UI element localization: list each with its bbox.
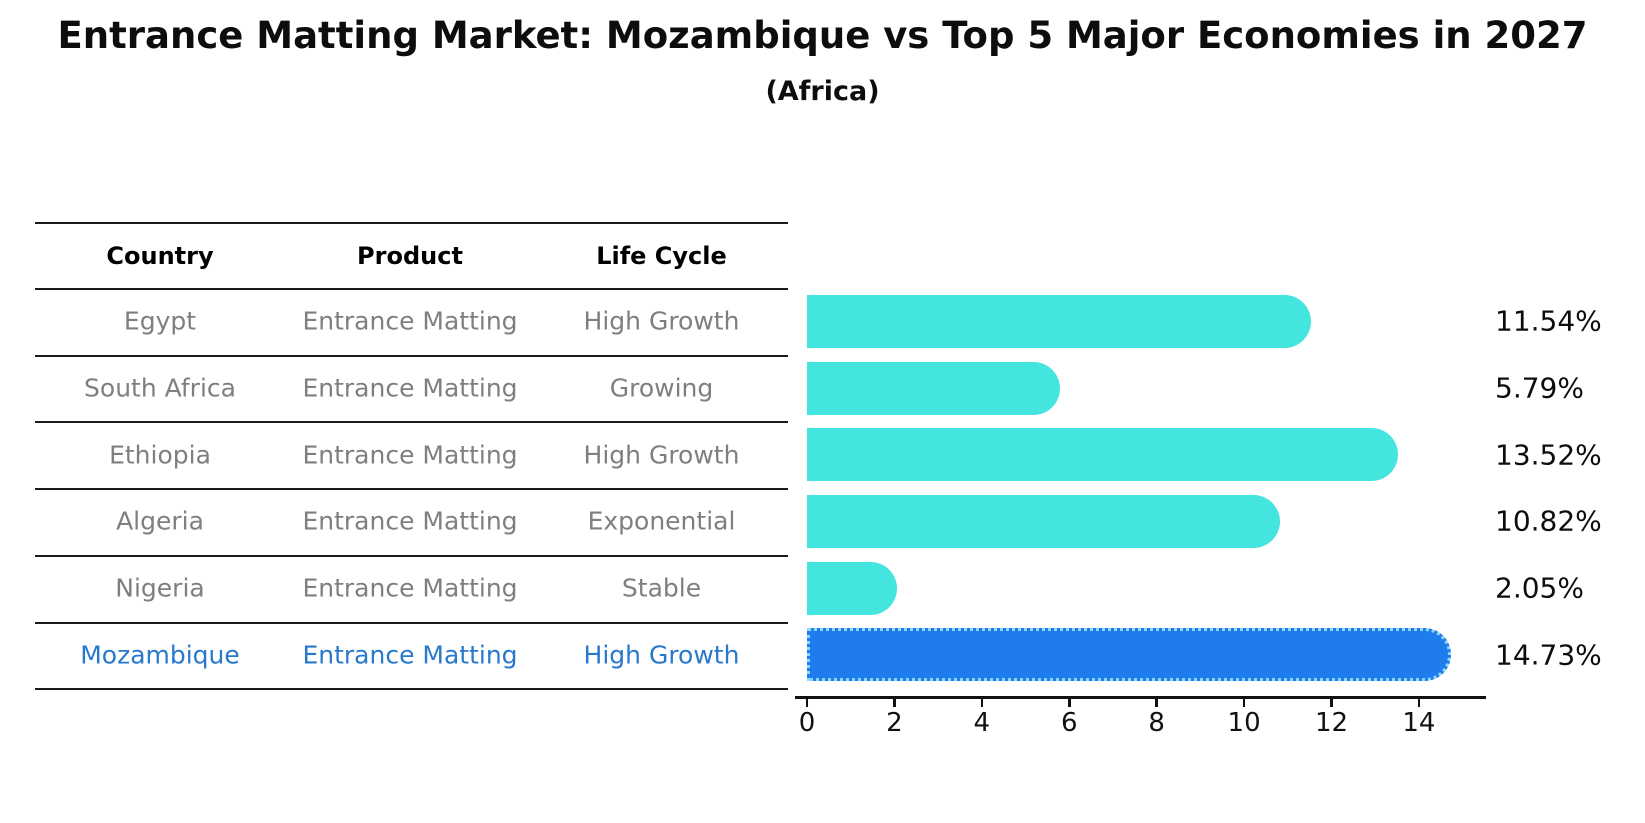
bar (807, 294, 1312, 348)
cell-country: Algeria (116, 506, 204, 536)
bar-value-label: 5.79% (1495, 371, 1584, 405)
table-header-life-cycle: Life Cycle (596, 242, 727, 270)
x-axis-tick (1068, 696, 1071, 707)
cell-product: Entrance Matting (302, 506, 518, 536)
cell-product: Entrance Matting (302, 640, 518, 670)
x-axis-tick-label: 10 (1227, 708, 1261, 738)
table-header-line (35, 288, 788, 290)
table-row-line (35, 688, 788, 691)
x-axis-tick (893, 696, 896, 707)
bar-value-label: 14.73% (1495, 638, 1602, 672)
cell-product: Entrance Matting (302, 573, 518, 603)
cell-life-cycle: High Growth (583, 640, 740, 670)
chart-subtitle: (Africa) (765, 76, 880, 107)
cell-country: Nigeria (115, 573, 205, 603)
table-row-line (35, 488, 788, 491)
cell-country: Ethiopia (109, 440, 211, 470)
cell-product: Entrance Matting (302, 440, 518, 470)
table-header-product: Product (357, 242, 463, 270)
x-axis-tick (980, 696, 984, 707)
x-axis-tick-label: 2 (886, 708, 903, 738)
bar (807, 361, 1061, 415)
x-axis-tick-label: 14 (1402, 708, 1436, 738)
cell-life-cycle: Exponential (587, 506, 736, 536)
bar-value-label: 11.54% (1495, 304, 1602, 338)
cell-product: Entrance Matting (302, 373, 518, 403)
table-row-line (35, 621, 788, 624)
cell-country: Mozambique (80, 640, 240, 670)
cell-life-cycle: Growing (609, 373, 714, 403)
table-header-country: Country (106, 242, 214, 270)
bar-value-label: 10.82% (1495, 504, 1602, 538)
bar-highlight (807, 628, 1451, 682)
table-row-line (35, 354, 788, 357)
cell-life-cycle: High Growth (583, 440, 740, 470)
x-axis-line (795, 696, 1486, 699)
bar (807, 561, 897, 615)
x-axis-tick-label: 6 (1060, 708, 1078, 738)
cell-life-cycle: Stable (621, 573, 702, 603)
table-top-line (35, 222, 788, 224)
x-axis-tick-label: 8 (1148, 708, 1165, 738)
cell-country: South Africa (84, 373, 236, 403)
x-axis-tick (1330, 696, 1333, 707)
x-axis-tick (1155, 696, 1158, 707)
cell-life-cycle: High Growth (583, 306, 740, 336)
bar (807, 428, 1398, 482)
chart-title: Entrance Matting Market: Mozambique vs T… (57, 14, 1588, 57)
x-axis-tick-label: 0 (798, 708, 816, 738)
x-axis-tick-label: 4 (973, 708, 991, 738)
cell-product: Entrance Matting (302, 306, 518, 336)
x-axis-tick (1242, 696, 1246, 707)
bar (807, 494, 1280, 548)
cell-country: Egypt (123, 306, 197, 336)
table-row-line (35, 421, 788, 424)
x-axis-tick-label: 12 (1314, 708, 1349, 738)
bar-value-label: 13.52% (1495, 438, 1602, 472)
x-axis-tick (1417, 696, 1421, 707)
x-axis-tick (805, 696, 809, 707)
bar-value-label: 2.05% (1495, 571, 1584, 605)
table-row-line (35, 554, 788, 557)
